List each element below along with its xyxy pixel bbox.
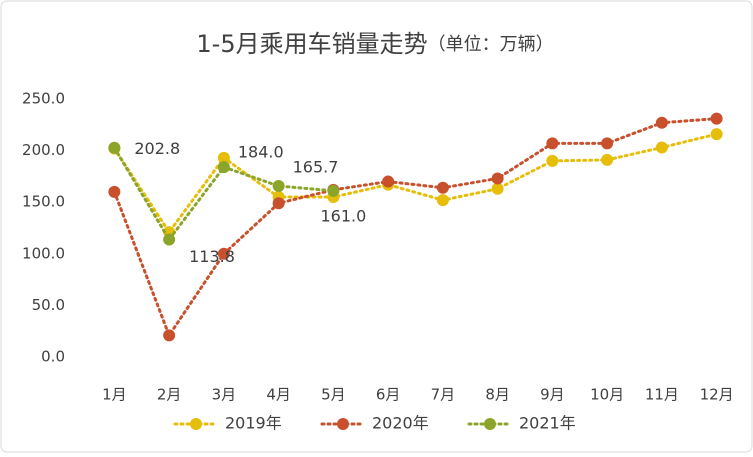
x-tick-label: 5月 — [321, 386, 346, 404]
point — [272, 197, 285, 210]
point — [436, 194, 449, 207]
data-label: 165.7 — [293, 157, 339, 176]
legend-marker — [190, 418, 202, 430]
y-tick-label: 0.0 — [41, 348, 65, 366]
point — [491, 182, 504, 195]
legend-label: 2020年 — [372, 414, 429, 433]
data-label: 184.0 — [238, 143, 284, 162]
point — [163, 233, 176, 246]
y-tick-label: 200.0 — [22, 141, 65, 159]
point — [710, 112, 723, 125]
point — [436, 181, 449, 194]
point — [601, 137, 614, 150]
x-tick-label: 11月 — [645, 386, 679, 404]
point — [217, 151, 230, 164]
point — [217, 247, 230, 260]
y-tick-label: 50.0 — [32, 296, 65, 314]
data-label: 202.8 — [134, 139, 180, 158]
point — [655, 116, 668, 129]
x-tick-label: 12月 — [700, 386, 734, 404]
x-tick-label: 1月 — [102, 386, 127, 404]
x-tick-label: 9月 — [540, 386, 565, 404]
y-tick-label: 250.0 — [22, 90, 65, 108]
point — [491, 172, 504, 185]
data-label: 113.8 — [189, 247, 235, 266]
x-tick-label: 2月 — [157, 386, 182, 404]
point — [217, 161, 230, 174]
point — [546, 137, 559, 150]
legend-marker — [484, 418, 496, 430]
x-tick-label: 10月 — [590, 386, 624, 404]
x-tick-label: 6月 — [376, 386, 401, 404]
chart-title: 1-5月乘用车销量走势（单位：万辆） — [196, 30, 553, 58]
data-label: 161.0 — [320, 206, 366, 225]
x-tick-label: 8月 — [485, 386, 510, 404]
point — [546, 154, 559, 167]
point — [272, 179, 285, 192]
series-line — [112, 132, 719, 235]
point — [382, 175, 395, 188]
point — [601, 153, 614, 166]
point — [108, 141, 121, 154]
legend-marker — [337, 418, 349, 430]
subtitle: （单位：万辆） — [428, 34, 554, 55]
legend-label: 2019年 — [225, 414, 282, 433]
x-tick-label: 4月 — [266, 386, 291, 404]
legend-label: 2021年 — [519, 414, 576, 433]
series-line — [112, 117, 719, 339]
point — [655, 141, 668, 154]
point — [327, 184, 340, 197]
point — [710, 128, 723, 141]
title: 1-5月乘用车销量走势 — [196, 30, 427, 58]
x-tick-label: 7月 — [431, 386, 456, 404]
y-tick-label: 150.0 — [22, 193, 65, 211]
point — [108, 185, 121, 198]
x-tick-label: 3月 — [212, 386, 237, 404]
point — [163, 329, 176, 342]
y-tick-label: 100.0 — [22, 244, 65, 262]
